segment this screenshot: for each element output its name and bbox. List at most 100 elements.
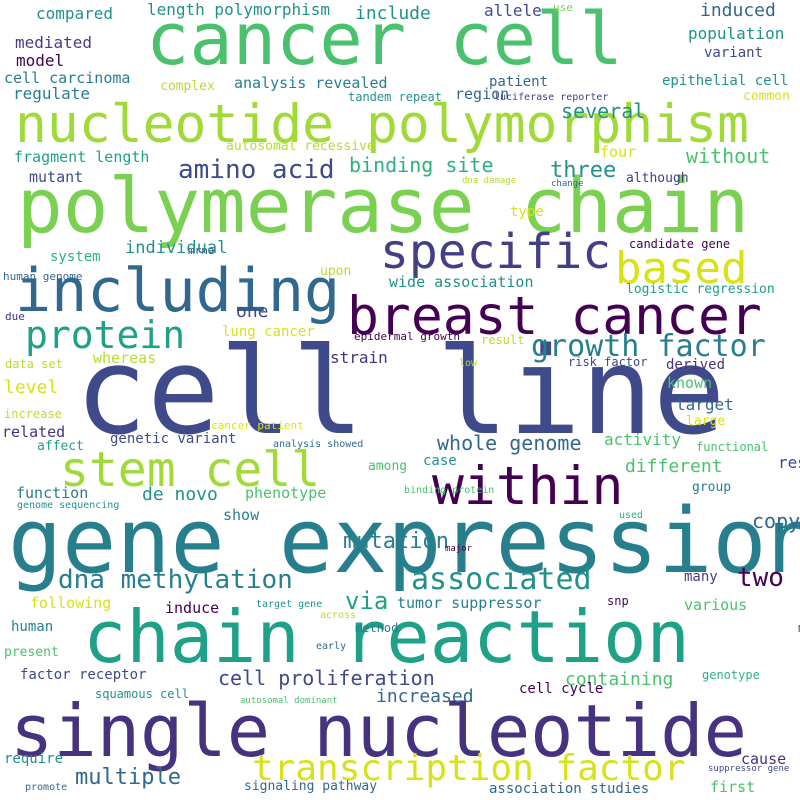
word: promote xyxy=(25,782,68,793)
word: containing xyxy=(565,669,674,690)
word: large xyxy=(686,414,726,429)
word: mrna xyxy=(188,244,215,257)
word: four xyxy=(600,143,637,161)
word: mutant xyxy=(29,168,84,186)
word: low xyxy=(459,358,478,369)
word: genetic variant xyxy=(110,431,237,447)
word: copy number xyxy=(752,509,800,533)
word: binding protein xyxy=(404,485,495,496)
word: although xyxy=(626,171,689,186)
word: binding site xyxy=(349,153,494,177)
word: function xyxy=(16,484,89,502)
word: single nucleotide xyxy=(10,689,747,773)
word: analysis showed xyxy=(273,439,364,450)
word: specific xyxy=(380,224,612,280)
word: various xyxy=(684,596,748,614)
word: compared xyxy=(36,4,114,23)
word: nucleotide polymorphism xyxy=(15,94,749,155)
word: signaling pathway xyxy=(244,779,378,794)
word: epidermal growth xyxy=(354,330,460,343)
word: via xyxy=(345,587,389,615)
word: derived xyxy=(666,357,726,373)
word: affect xyxy=(37,439,84,454)
word: show xyxy=(223,506,260,524)
word: association studies xyxy=(489,781,650,797)
word: genotype xyxy=(702,668,760,682)
word: require xyxy=(4,751,64,767)
word: upon xyxy=(320,264,352,279)
word: first xyxy=(710,778,756,796)
word: gene expression xyxy=(8,489,800,594)
word: use xyxy=(553,1,573,14)
word: target gene xyxy=(256,599,323,610)
word: risk factor xyxy=(568,355,648,369)
word: mediated xyxy=(15,33,93,52)
word: wide association xyxy=(389,273,534,291)
word: chain reaction xyxy=(83,595,690,679)
word: many xyxy=(684,569,718,585)
word: induced xyxy=(700,0,776,21)
word: target xyxy=(676,395,734,414)
word: dna damage xyxy=(462,176,517,186)
word: cancer cell xyxy=(146,0,623,81)
word: increased xyxy=(376,686,474,707)
word: squamous cell xyxy=(95,687,189,701)
word: polymerase chain xyxy=(17,161,750,250)
word: related xyxy=(2,423,66,441)
word: genome sequencing xyxy=(17,500,120,511)
word: two xyxy=(737,563,784,593)
word: tumor suppressor xyxy=(397,594,542,612)
word: include xyxy=(355,3,431,24)
word: cell proliferation xyxy=(218,666,435,690)
word: complex xyxy=(160,79,215,94)
word: human genome xyxy=(3,270,83,283)
word: lung cancer xyxy=(222,324,315,340)
word: known xyxy=(667,374,713,392)
word: variant xyxy=(704,45,764,61)
word: based xyxy=(615,243,748,294)
word: without xyxy=(686,144,771,168)
word: epithelial cell xyxy=(662,73,789,89)
word: dna methylation xyxy=(58,565,293,595)
word: model xyxy=(16,51,65,70)
word: system xyxy=(50,249,101,265)
word: activity xyxy=(604,430,682,449)
word: length polymorphism xyxy=(147,0,331,19)
word: transcription factor xyxy=(252,748,686,789)
word: whereas xyxy=(93,349,157,367)
word: regulate xyxy=(13,84,91,103)
word: type xyxy=(510,204,544,220)
word: functional xyxy=(696,440,769,454)
word: result xyxy=(481,333,525,347)
word: allele xyxy=(484,1,542,20)
word: cell carcinoma xyxy=(4,69,131,87)
word: human xyxy=(11,619,54,635)
word: multiple xyxy=(75,765,181,790)
word: suppressor gene xyxy=(708,764,790,774)
word: autosomal recessive xyxy=(226,139,375,154)
word: data set xyxy=(5,357,63,371)
word: analysis revealed xyxy=(234,74,388,92)
word: used xyxy=(619,510,644,521)
word: strain xyxy=(330,348,388,367)
word: protein xyxy=(25,313,186,357)
word: may provide xyxy=(798,622,800,634)
word: three xyxy=(550,158,617,183)
word: common xyxy=(743,89,790,104)
word: one xyxy=(236,301,269,322)
word: present xyxy=(4,645,59,660)
word: patient xyxy=(489,74,549,90)
word: change xyxy=(551,179,584,189)
word: across xyxy=(320,610,357,621)
word: luciferase reporter xyxy=(494,92,609,103)
word: de novo xyxy=(142,484,218,505)
word: increase xyxy=(4,407,62,421)
word: following xyxy=(30,594,112,612)
word: breast cancer xyxy=(347,286,762,347)
word: logistic regression xyxy=(626,282,775,297)
word: stem cell xyxy=(60,442,321,498)
word: early xyxy=(316,641,347,652)
word: candidate gene xyxy=(629,237,731,251)
word: cause xyxy=(741,750,787,768)
